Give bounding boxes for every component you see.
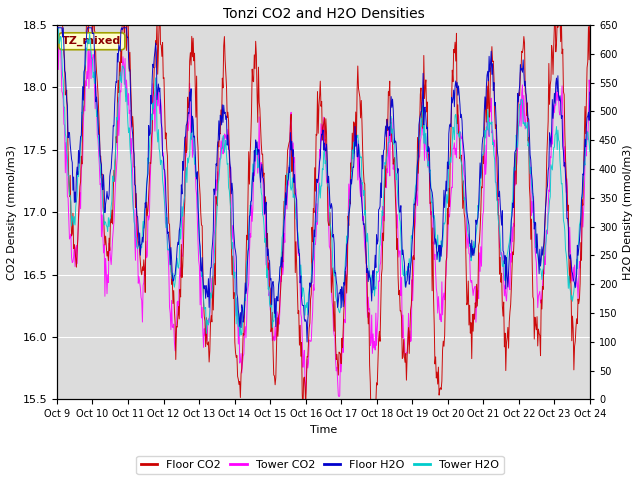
Title: Tonzi CO2 and H2O Densities: Tonzi CO2 and H2O Densities <box>223 7 424 21</box>
Text: TZ_mixed: TZ_mixed <box>62 36 122 47</box>
Y-axis label: H2O Density (mmol/m3): H2O Density (mmol/m3) <box>623 144 633 280</box>
Legend: Floor CO2, Tower CO2, Floor H2O, Tower H2O: Floor CO2, Tower CO2, Floor H2O, Tower H… <box>136 456 504 474</box>
X-axis label: Time: Time <box>310 425 337 435</box>
Y-axis label: CO2 Density (mmol/m3): CO2 Density (mmol/m3) <box>7 144 17 280</box>
